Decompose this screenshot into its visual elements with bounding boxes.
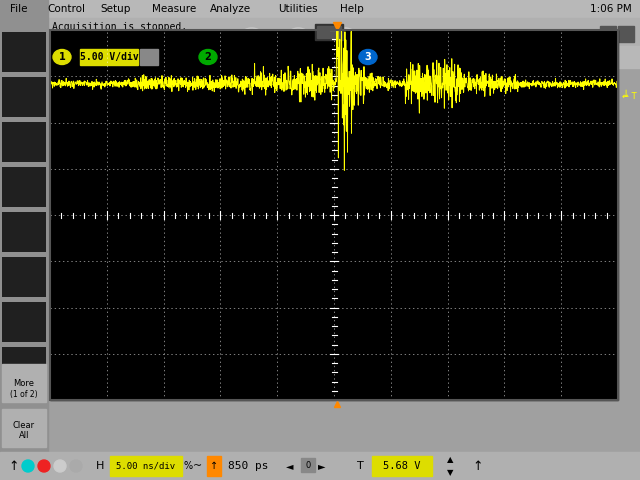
Text: (1 of 2): (1 of 2)	[10, 389, 38, 398]
Text: 5.00 ns/div: 5.00 ns/div	[116, 461, 175, 470]
Bar	[315, 24, 343, 40]
Bar	[317, 26, 341, 38]
Text: 1:06 PM: 1:06 PM	[590, 4, 632, 14]
Bar	[2, 122, 46, 162]
Text: ↑: ↑	[210, 461, 218, 471]
Bar	[2, 409, 46, 447]
Bar	[372, 456, 432, 476]
Text: Acquisition is stopped.: Acquisition is stopped.	[52, 22, 187, 32]
Text: Utilities: Utilities	[278, 4, 317, 14]
Ellipse shape	[199, 49, 217, 64]
Ellipse shape	[53, 49, 71, 64]
Text: %: %	[184, 461, 193, 471]
Text: ◄: ◄	[286, 461, 294, 471]
Bar	[80, 49, 138, 65]
Circle shape	[54, 460, 66, 472]
Bar	[388, 52, 398, 62]
Circle shape	[22, 460, 34, 472]
Text: 8.00 GSa/s: 8.00 GSa/s	[52, 34, 111, 44]
Text: File: File	[10, 4, 28, 14]
Ellipse shape	[359, 49, 377, 64]
Bar	[301, 458, 315, 472]
Bar	[0, 452, 640, 480]
Text: ~: ~	[193, 461, 203, 471]
Bar	[140, 49, 158, 65]
Bar	[110, 456, 182, 476]
Text: Control: Control	[47, 4, 85, 14]
Bar	[50, 30, 618, 400]
Bar	[2, 347, 46, 387]
Text: (1 & 2 Combined): (1 & 2 Combined)	[220, 52, 307, 62]
Text: Measure: Measure	[152, 4, 196, 14]
Text: ▼: ▼	[447, 468, 453, 477]
Text: Clear: Clear	[13, 420, 35, 430]
Text: 1: 1	[59, 52, 65, 62]
Text: Help: Help	[340, 4, 364, 14]
Text: On: On	[377, 48, 388, 58]
Text: 850 ps: 850 ps	[228, 461, 268, 471]
Text: 5.68 V: 5.68 V	[383, 461, 420, 471]
Bar	[2, 77, 46, 117]
Bar	[2, 364, 46, 402]
Bar	[618, 26, 634, 42]
Text: Setup: Setup	[100, 4, 131, 14]
Bar	[0, 0, 640, 18]
Bar	[2, 257, 46, 297]
Text: ↑: ↑	[472, 459, 483, 472]
Text: T: T	[356, 461, 364, 471]
Bar	[207, 456, 221, 476]
Bar	[0, 0, 48, 452]
Text: ►: ►	[318, 461, 326, 471]
Text: ↓: ↓	[622, 89, 630, 99]
Text: Analyze: Analyze	[210, 4, 251, 14]
Bar	[2, 32, 46, 72]
Text: On: On	[71, 48, 82, 58]
Bar	[2, 167, 46, 207]
Text: H: H	[96, 461, 104, 471]
Bar	[2, 212, 46, 252]
Bar	[48, 46, 640, 68]
Text: 5.00 V/div: 5.00 V/div	[79, 52, 138, 62]
Text: 3: 3	[365, 52, 371, 62]
Text: ← T: ← T	[622, 92, 637, 101]
Circle shape	[38, 460, 50, 472]
Circle shape	[70, 460, 82, 472]
Bar	[48, 18, 640, 46]
Bar	[50, 30, 618, 400]
Text: ▲: ▲	[447, 456, 453, 464]
Text: More: More	[13, 379, 35, 387]
Bar	[2, 302, 46, 342]
Text: All: All	[19, 432, 29, 441]
Text: ↑: ↑	[8, 459, 19, 472]
Bar	[600, 26, 616, 42]
Text: 0: 0	[305, 461, 310, 470]
Text: 2: 2	[205, 52, 211, 62]
